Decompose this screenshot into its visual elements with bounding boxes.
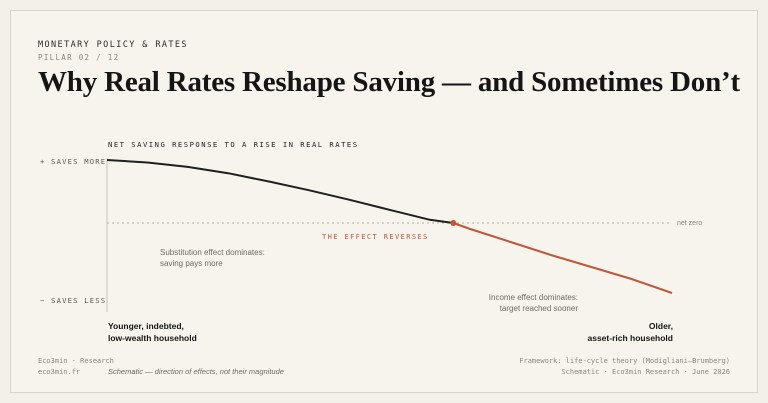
substitution-annotation-line1: Substitution effect dominates: [160,248,265,257]
negative-curve [452,222,673,294]
x-right-label-line1: Older, [648,321,673,331]
reversal-label: THE EFFECT REVERSES [322,233,429,241]
income-annotation: Income effect dominates: target reached … [470,292,578,314]
pillar-counter: PILLAR 02 / 12 [38,53,120,62]
footer-credits: Framework: life-cycle theory (Modigliani… [470,356,730,378]
section-kicker: MONETARY POLICY & RATES [38,40,188,50]
card-frame [10,10,758,393]
net-zero-label: net zero [677,220,703,227]
footer-credit: Schematic · Eco3min Research · June 2026 [561,368,730,376]
schematic-note: Schematic — direction of effects, not th… [108,367,284,376]
x-left-label-line1: Younger, indebted, [108,321,184,331]
x-right-label-line2: asset-rich household [587,333,674,343]
page-title: Why Real Rates Reshape Saving — and Some… [38,66,740,98]
substitution-annotation: Substitution effect dominates: saving pa… [160,247,265,269]
chart-title: NET SAVING RESPONSE TO A RISE IN REAL RA… [108,140,359,149]
footer-site: eco3min.fr [38,368,81,376]
footer-framework: Framework: life-cycle theory (Modigliani… [519,357,730,365]
crossing-marker [450,220,457,226]
income-annotation-line1: Income effect dominates: [488,293,578,302]
positive-curve [106,159,454,224]
substitution-annotation-line2: saving pays more [160,259,223,268]
income-annotation-line2: target reached sooner [499,304,578,313]
x-left-label-line2: low-wealth household [108,333,197,343]
x-left-label: Younger, indebted, low-wealth household [108,320,197,344]
y-bottom-label: − SAVES LESS [40,296,107,305]
y-top-label: + SAVES MORE [40,157,107,166]
footer-brand-name: Eco3min · Research [38,357,114,365]
x-right-label: Older, asset-rich household [560,320,674,344]
footer-brand: Eco3min · Research eco3min.fr [38,356,114,378]
